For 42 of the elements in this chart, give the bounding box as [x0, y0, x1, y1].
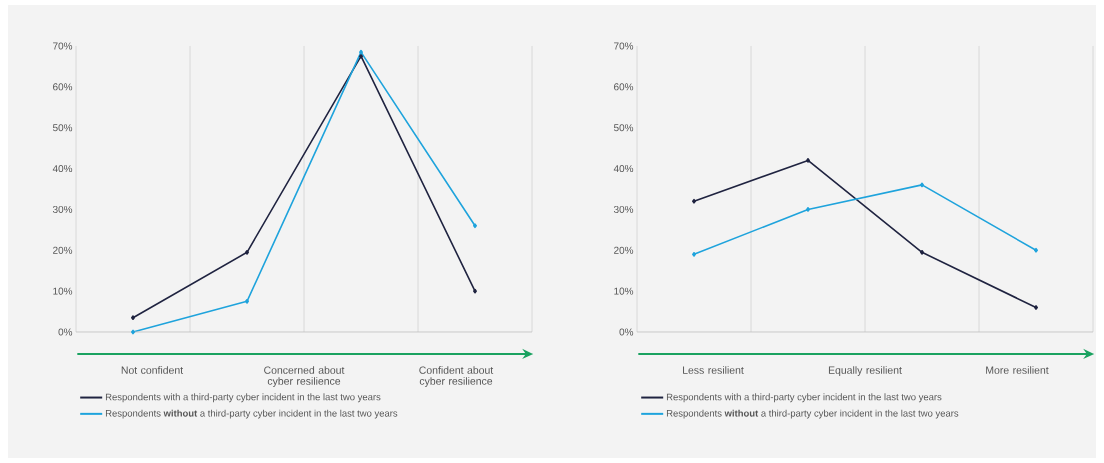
point: [920, 182, 925, 188]
y-tick-label: 0%: [58, 328, 73, 336]
y-tick-label: 40%: [52, 165, 73, 173]
y-tick-label: 70%: [614, 42, 634, 50]
point: [245, 298, 249, 304]
y-tick-label: 10%: [53, 287, 73, 295]
point: [692, 198, 697, 204]
y-tick-label: 70%: [53, 42, 73, 50]
legend-label: Respondents with a third-party cyber incident in the last two years: [105, 393, 381, 403]
legend-label: Respondents with a third-party cyber incident in the last two years: [666, 393, 942, 403]
point: [692, 251, 697, 257]
point: [1034, 247, 1039, 253]
point: [806, 207, 811, 212]
point: [473, 288, 478, 294]
y-tick-label: 60%: [614, 83, 634, 91]
y-tick-label: 20%: [614, 246, 634, 254]
point: [131, 329, 136, 335]
text: Concerned about cyber resilience: [264, 366, 345, 387]
point: [131, 315, 136, 321]
y-tick-label: 20%: [53, 246, 73, 254]
point: [245, 249, 249, 255]
point: [359, 49, 364, 55]
y-tick-label: 50%: [613, 124, 634, 132]
point: [359, 53, 364, 59]
text: More resilient: [986, 366, 1049, 374]
text: Not confident: [121, 366, 184, 374]
text: Equally resilient: [828, 366, 902, 376]
y-tick-label: 40%: [613, 165, 634, 173]
y-tick-label: 30%: [613, 205, 634, 213]
y-tick-label: 50%: [52, 124, 73, 132]
y-tick-label: 10%: [614, 287, 634, 295]
legend-label: Respondents without a third-party cyber incident in the last two years: [666, 409, 959, 419]
point: [1034, 305, 1039, 310]
y-tick-label: 0%: [619, 328, 634, 336]
text: Less resilient: [683, 366, 744, 374]
y-tick-label: 30%: [52, 205, 73, 213]
point: [806, 157, 811, 163]
y-tick-label: 60%: [53, 83, 73, 91]
text: Confident about cyber resilience: [419, 366, 494, 387]
legend-label: Respondents without a third-party cyber incident in the last two years: [105, 409, 398, 419]
point: [473, 223, 478, 229]
point: [920, 249, 925, 255]
